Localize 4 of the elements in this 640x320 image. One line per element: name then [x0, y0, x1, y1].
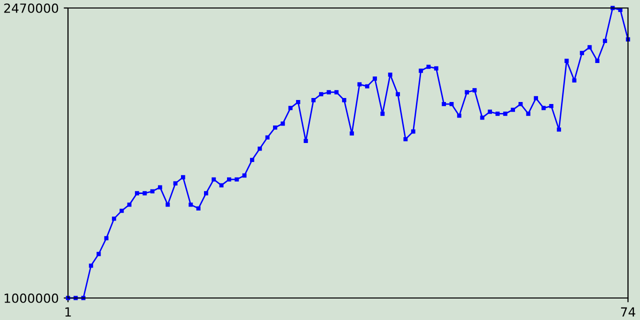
y-tick-label: 1000000 [4, 293, 58, 303]
y-tick-label: 2470000 [4, 3, 58, 13]
x-tick-label: 1 [65, 307, 71, 317]
x-tick-label: 74 [621, 307, 636, 317]
